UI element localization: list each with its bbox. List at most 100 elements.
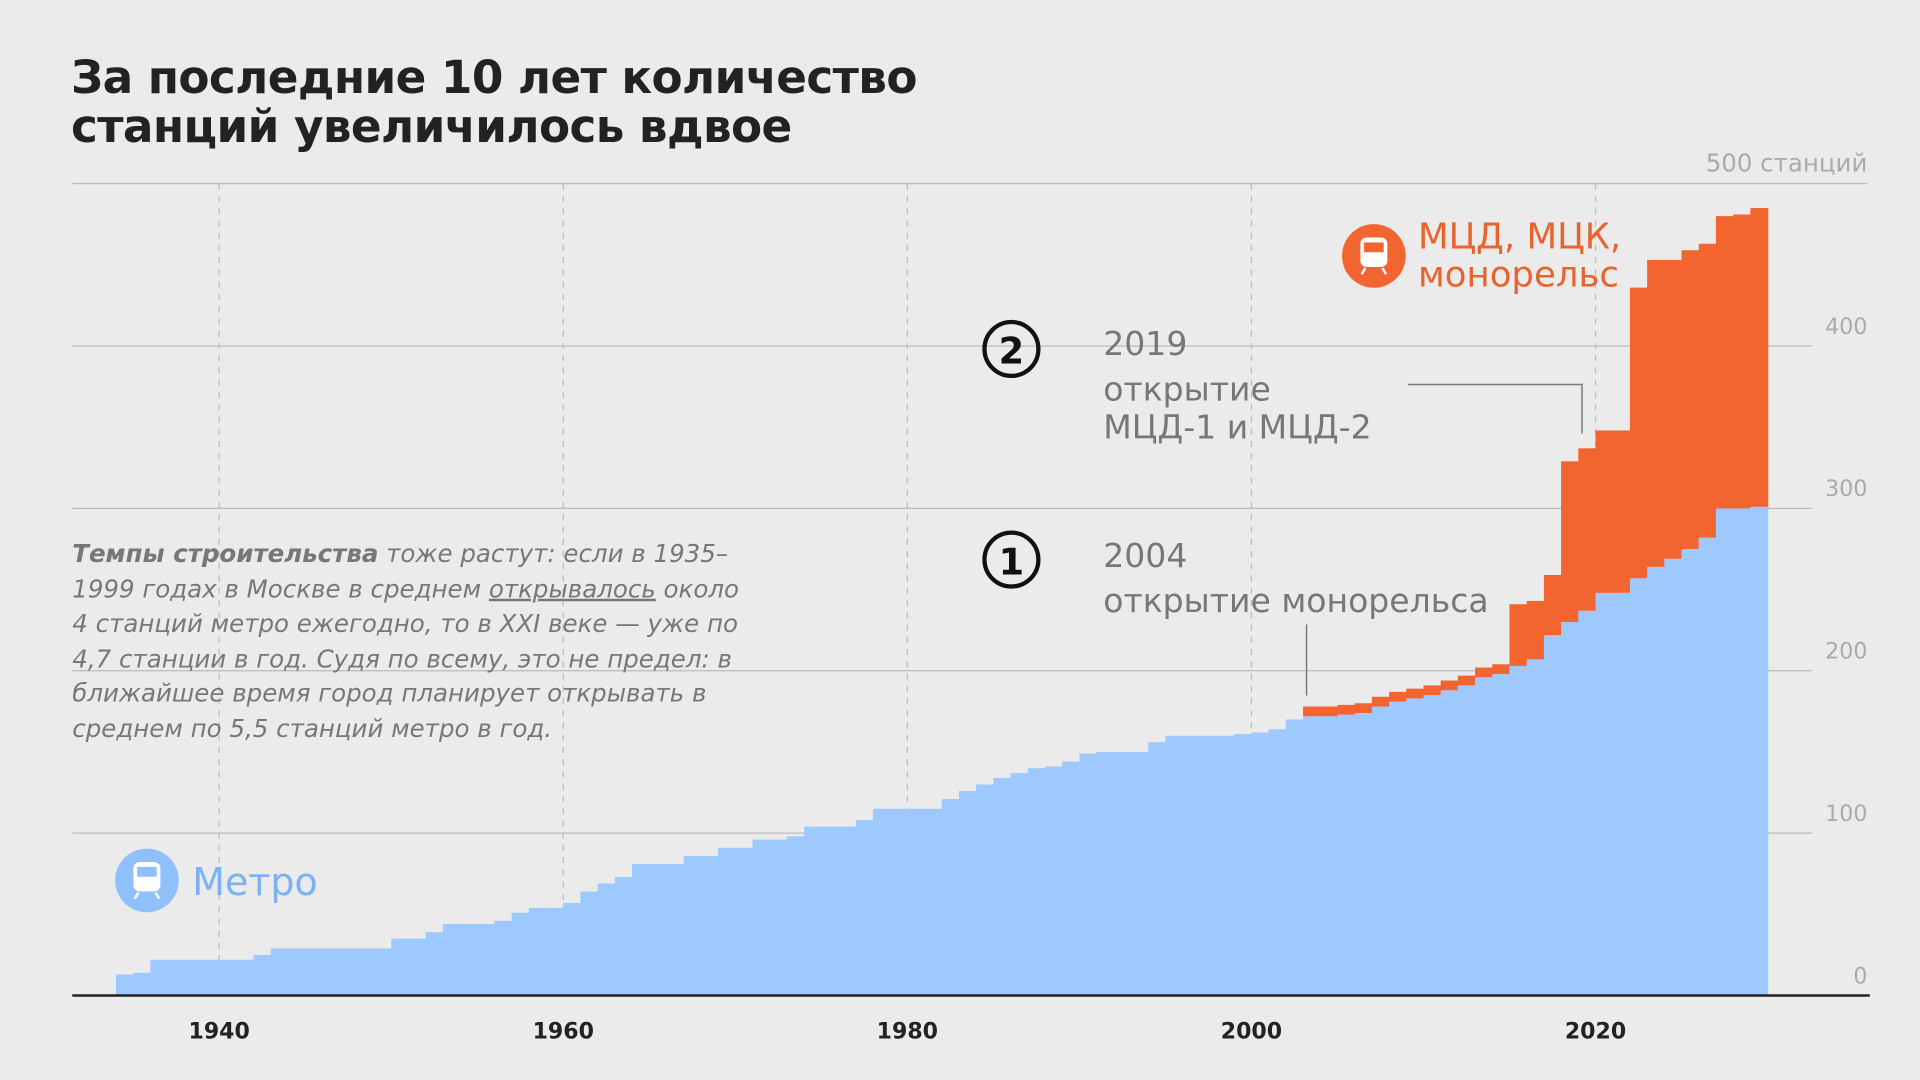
bar-step [1337,704,1356,715]
bar-step [580,891,599,996]
bar-step [460,924,478,996]
bar-step [1578,610,1597,996]
bar-step [1044,766,1063,996]
bar-step [597,883,616,996]
marks [115,208,1769,996]
annotation-text: 2004 [1103,536,1187,575]
bar-step [1509,665,1528,996]
bar-step [1492,674,1511,996]
bar-step [1251,732,1270,996]
bar-step [700,855,719,996]
bar-step [1715,508,1734,996]
bar-step [838,826,857,996]
bar-step [184,959,203,996]
bar-step [1629,578,1648,996]
bar-step [1750,208,1769,507]
bar-step [1647,566,1666,996]
bar-step [1750,506,1769,996]
legend-icon [115,848,179,913]
x-tick-label: 1980 [877,1019,938,1044]
bar-step [924,808,943,996]
bar-step [1526,659,1545,996]
bar-step [1234,734,1253,996]
bar-step [1303,706,1321,717]
bar-step [494,920,513,996]
bar-step [391,938,410,996]
bar-step [1423,695,1442,996]
x-tick-label: 1940 [189,1019,250,1044]
bar-step [1698,243,1717,538]
legend-icon [1342,224,1406,288]
ticks: 0 100 200 300 400 500 станций 1940 1960 1980 2000… [189,148,1868,1044]
bar-step [1303,716,1321,996]
annotation-text: открытие [1103,369,1271,408]
bar-step [1647,259,1666,567]
leader-line [1408,383,1583,434]
paragraph-text: тоже растут: если в 1935–1999 годах в Мо… [72,538,729,604]
bar-step [425,932,444,996]
bar-step [1492,664,1511,675]
annotation-badge [982,319,1041,379]
bar-step [201,959,220,996]
bar-step [976,784,995,996]
annotation-number: 1 [999,540,1025,583]
bar-step [115,974,134,996]
bar-step [1475,677,1494,996]
bar-step [614,876,633,996]
bar-step [1079,753,1098,996]
bar-step [1543,635,1562,996]
bar-step [1595,592,1614,996]
bar-step [511,912,530,996]
bar-step [408,938,427,996]
bar-step [1561,622,1580,996]
paragraph: Темпы строительства тоже растут: если в … [72,536,758,745]
bar-step [1371,696,1390,707]
bar-step [1715,216,1734,509]
bar-step [1113,751,1132,996]
bar-step [563,902,582,996]
bar-step [1457,685,1476,996]
bar-step [1131,751,1149,996]
bar-step [442,924,461,996]
annotation-number: 2 [999,330,1025,373]
bar-step [253,954,272,996]
bar-step [167,959,186,996]
y-tick-label: 200 [1825,640,1867,665]
bar-step [1681,250,1700,550]
bar-step [1389,701,1408,996]
bar-step [528,907,547,996]
bar-step [1543,574,1562,636]
bar-step [1612,592,1631,996]
bar-step [1681,549,1700,996]
bar-step [1148,742,1167,996]
bar-step [219,959,238,996]
bar-step [1010,773,1029,996]
bar-step [769,839,788,996]
bar-step [752,839,771,996]
chart-title: За последние 10 лет количество станций у… [71,51,917,154]
bar-step [236,959,255,996]
bar-step [666,863,685,996]
bar-step [1561,461,1580,623]
bar-step [1698,537,1717,996]
y-tick-label: 500 станций [1706,148,1868,177]
bar-step [1371,706,1390,996]
annotation-text: 2019 [1103,324,1187,363]
legend-label: МЦД, МЦК, монорельс [1417,215,1622,296]
bar-step [1664,558,1683,996]
bar-step [649,863,668,996]
bar-step [133,972,152,996]
bar-step [632,863,651,996]
bar-step [1268,729,1287,996]
bar-step [1509,604,1528,666]
bar-step [1733,214,1752,509]
x-tick-label: 2020 [1565,1019,1626,1044]
legend-label: Метро [192,860,317,904]
bar-step [1440,690,1459,996]
bar-step [1389,691,1408,702]
bar-step [1595,430,1614,593]
y-tick-label: 400 [1825,315,1867,340]
bar-step [1406,698,1425,996]
bar-step [718,847,737,996]
